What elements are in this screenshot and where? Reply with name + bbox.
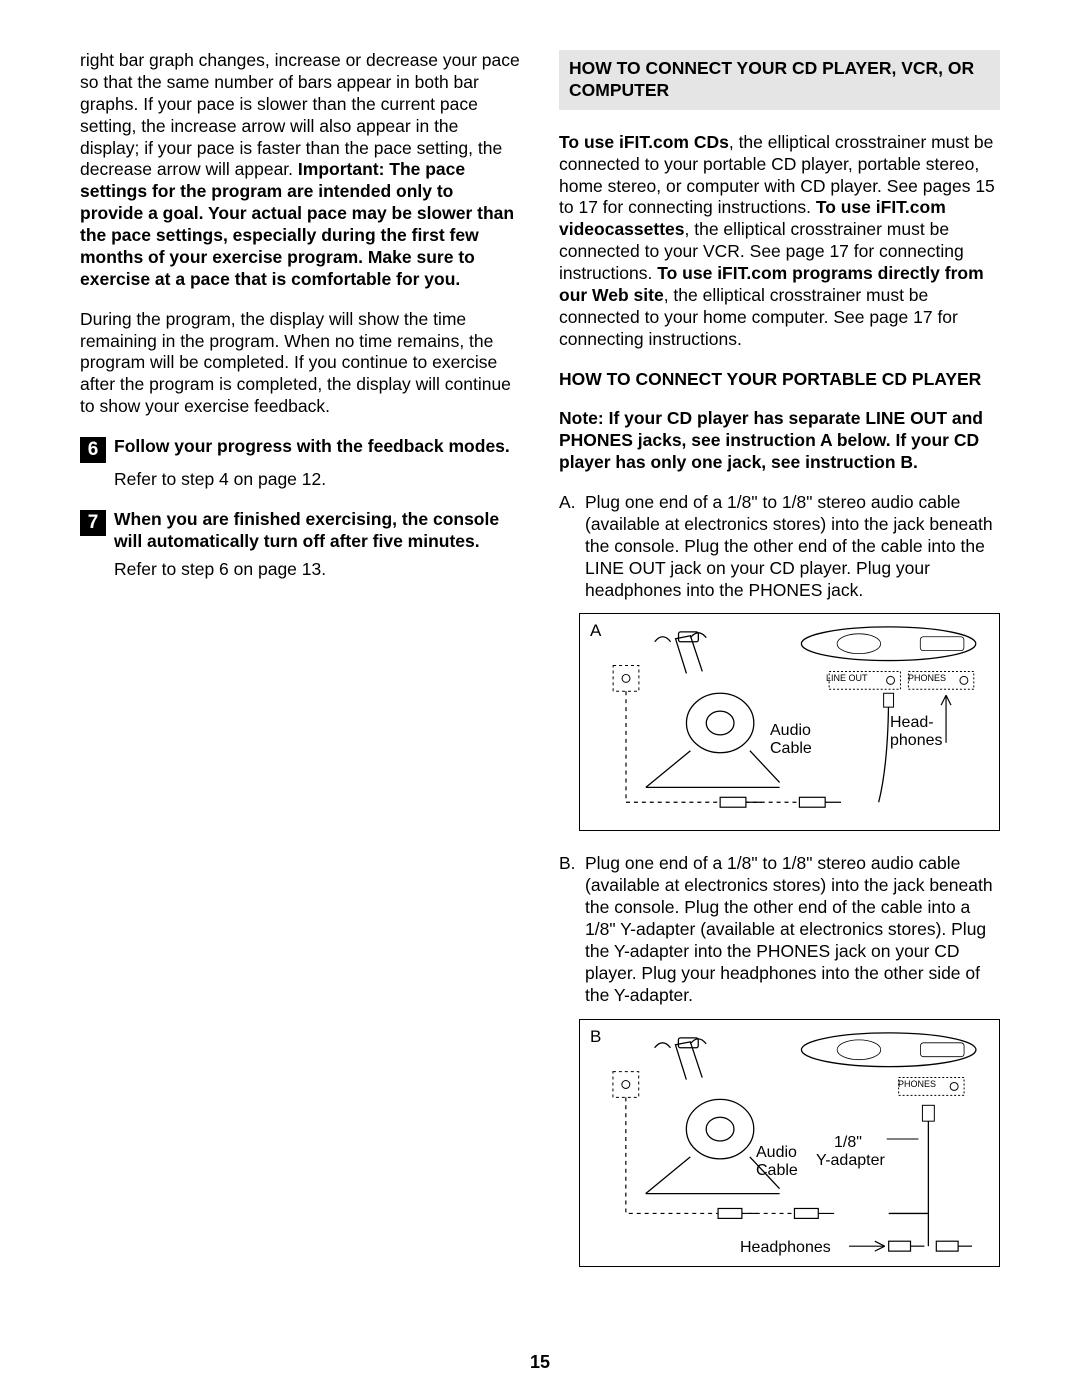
instruction-b: B. Plug one end of a 1/8" to 1/8" stereo…	[559, 853, 1000, 1006]
diagram-a-letter: A	[590, 622, 601, 641]
diagram-a: A Audio Cable Head- phones LINE OUT PHON…	[579, 613, 1000, 831]
diagram-b-yad2: Y-adapter	[816, 1152, 885, 1170]
instruction-a: A. Plug one end of a 1/8" to 1/8" stereo…	[559, 492, 1000, 601]
two-column-layout: right bar graph changes, increase or dec…	[80, 50, 1000, 1289]
step-7-after: Refer to step 6 on page 13.	[114, 559, 521, 581]
step-6-number: 6	[80, 437, 106, 463]
para-pace: right bar graph changes, increase or dec…	[80, 50, 521, 291]
diagram-b: B Audio Cable 1/8" Y-adapter Headphones …	[579, 1019, 1000, 1267]
diagram-b-svg	[580, 1020, 999, 1266]
instruction-a-text: Plug one end of a 1/8" to 1/8" stereo au…	[585, 492, 1000, 601]
connect-overview: To use iFIT.com CDs, the elliptical cros…	[559, 132, 1000, 351]
step-6: 6 Follow your progress with the feedback…	[80, 436, 521, 463]
diagram-b-phones: PHONES	[898, 1080, 936, 1090]
ov-bold-1: To use iFIT.com CDs	[559, 132, 729, 152]
diagram-b-headphones: Headphones	[740, 1239, 831, 1257]
diagram-a-audio2: Cable	[770, 740, 812, 758]
section-heading-connect: HOW TO CONNECT YOUR CD PLAYER, VCR, OR C…	[559, 50, 1000, 110]
diagram-a-phones: PHONES	[908, 674, 946, 684]
step-6-text: Follow your progress with the feedback m…	[114, 436, 521, 458]
instruction-a-letter: A.	[559, 492, 579, 601]
subheading-portable-cd: HOW TO CONNECT YOUR PORTABLE CD PLAYER	[559, 369, 1000, 391]
diagram-b-letter: B	[590, 1028, 601, 1047]
step-6-after: Refer to step 4 on page 12.	[114, 469, 521, 491]
step-7-number: 7	[80, 510, 106, 536]
diagram-a-head2: phones	[890, 732, 943, 750]
step-7: 7 When you are finished exercising, the …	[80, 509, 521, 553]
diagram-a-lineout: LINE OUT	[826, 674, 868, 684]
note-jacks: Note: If your CD player has separate LIN…	[559, 408, 1000, 474]
left-column: right bar graph changes, increase or dec…	[80, 50, 521, 1289]
instruction-b-text: Plug one end of a 1/8" to 1/8" stereo au…	[585, 853, 1000, 1006]
page-number: 15	[0, 1352, 1080, 1373]
diagram-a-audio1: Audio	[770, 722, 811, 740]
diagram-b-audio2: Cable	[756, 1162, 798, 1180]
diagram-b-audio1: Audio	[756, 1144, 797, 1162]
instruction-b-letter: B.	[559, 853, 579, 1006]
diagram-a-head1: Head-	[890, 714, 934, 732]
diagram-b-yad1: 1/8"	[834, 1134, 862, 1152]
para-program: During the program, the display will sho…	[80, 309, 521, 418]
page: right bar graph changes, increase or dec…	[0, 0, 1080, 1397]
right-column: HOW TO CONNECT YOUR CD PLAYER, VCR, OR C…	[559, 50, 1000, 1289]
step-7-text: When you are finished exercising, the co…	[114, 509, 521, 553]
